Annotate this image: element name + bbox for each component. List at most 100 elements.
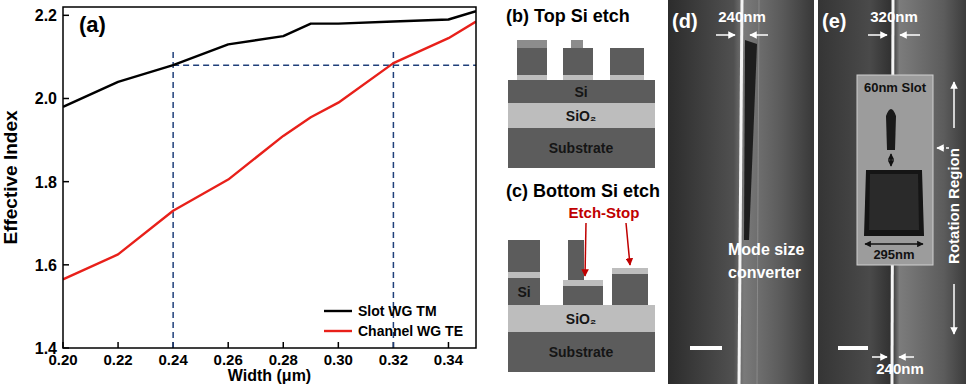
taper-shadow: [744, 40, 757, 240]
oxide-layer: [508, 305, 655, 332]
y-tick-label: 2.0: [35, 90, 57, 107]
layer-label: Substrate: [549, 140, 614, 156]
x-tick: [283, 342, 285, 348]
waveguide-pillar: [610, 48, 644, 75]
oxide-layer: [508, 103, 655, 128]
sem-image: [818, 0, 966, 384]
y-tick: [63, 181, 69, 183]
region-label: Mode size converter: [728, 238, 812, 284]
slot-rail-bottom: [864, 170, 924, 236]
substrate-layer: [508, 332, 655, 372]
inset-frame: [857, 75, 933, 265]
region-arrow: [953, 82, 955, 128]
diagram-title: (c) Bottom Si etch: [506, 181, 660, 201]
waveguide-pillar: [568, 240, 584, 280]
dimension-label: 320nm: [870, 8, 918, 25]
dimension-label: 240nm: [876, 360, 924, 377]
silicon-base: [508, 278, 540, 305]
x-tick: [338, 342, 340, 348]
legend-label: Slot WG TM: [358, 303, 437, 319]
micrograph-d: (d)240nm: [668, 0, 814, 384]
dimension-arrow: [899, 356, 914, 358]
width-arrow: [865, 243, 923, 244]
silicon-base: [612, 274, 648, 305]
waveguide-edge: [757, 0, 759, 384]
dimension-arrow: [872, 356, 887, 358]
layer-label: Si: [574, 84, 587, 100]
waveguide-pillar: [517, 48, 547, 75]
y-tick-label: 2.2: [35, 7, 57, 24]
etch-stop-arrow: [626, 223, 630, 265]
waveguide-pillar: [563, 48, 593, 75]
diagram-b: (b) Top Si etch Substrate SiO₂ Si: [506, 6, 655, 168]
waveguide-pillar: [508, 240, 540, 272]
x-tick: [227, 342, 229, 348]
figure-canvas: 0.200.220.240.260.280.300.320.341.41.61.…: [0, 0, 966, 384]
etch-stop-strip: [517, 75, 547, 80]
series-line: [63, 11, 476, 107]
mask-cap: [517, 40, 547, 48]
x-tick-label: 0.24: [159, 351, 189, 368]
y-tick-label: 1.6: [35, 257, 57, 274]
diagram-c: (c) Bottom Si etch Substrate SiO₂ Si Etch-St…: [506, 181, 660, 372]
slot-rail-face: [869, 174, 919, 230]
legend-swatch: [324, 330, 352, 332]
layer-label: SiO₂: [566, 108, 596, 124]
y-tick: [63, 264, 69, 266]
inset-label: 60nm Slot: [864, 80, 927, 95]
slot-rail-top: [886, 109, 896, 150]
x-tick-label: 0.30: [324, 351, 353, 368]
x-tick-label: 0.26: [214, 351, 243, 368]
plot-frame: [63, 7, 476, 348]
y-tick: [63, 98, 69, 100]
guide-horizontal: [173, 64, 476, 66]
legend: Slot WG TM Channel WG TE: [324, 303, 463, 339]
dimension-arrow: [750, 34, 768, 36]
inset-image: [857, 75, 933, 265]
x-tick-label: 0.22: [103, 351, 132, 368]
scale-bar: [838, 346, 868, 350]
region-label: Rotation Region: [945, 148, 962, 264]
chart-a: 0.200.220.240.260.280.300.320.341.41.61.…: [0, 7, 476, 384]
legend-label: Channel WG TE: [358, 323, 463, 339]
etch-stop-strip: [610, 75, 644, 80]
guide-vertical: [172, 49, 174, 348]
plot-data: [63, 11, 476, 279]
etch-stop-strip: [508, 272, 540, 278]
etch-stop-strip: [563, 280, 603, 286]
inset-label: 295nm: [873, 247, 914, 262]
panel-label: (e): [822, 10, 846, 32]
panel-label: (d): [672, 10, 698, 32]
dimension-arrow: [716, 34, 735, 36]
scale-bar: [690, 346, 722, 350]
waveguide-edge: [739, 0, 742, 384]
dimension-arrow: [900, 34, 920, 36]
panel-label: (a): [79, 12, 106, 37]
etch-stop-strip: [563, 75, 593, 80]
legend-swatch: [324, 310, 352, 312]
x-tick-label: 0.28: [269, 351, 298, 368]
region-arrow: [953, 284, 955, 334]
x-tick: [117, 342, 119, 348]
layer-label: Si: [517, 284, 530, 300]
substrate-layer: [508, 128, 655, 168]
y-tick-label: 1.4: [35, 340, 57, 357]
x-tick: [448, 342, 450, 348]
silicon-base: [563, 286, 603, 305]
etch-stop-strip: [612, 268, 648, 274]
layer-label: Substrate: [549, 344, 614, 360]
slot-arrow: [890, 154, 891, 166]
micrograph-e: 60nm Slot 295nm Rotation Region (e) 320nm 240…: [818, 0, 966, 384]
sem-image: [668, 0, 814, 384]
dimension-arrow: [868, 34, 887, 36]
y-tick: [63, 15, 69, 17]
diagram-title: (b) Top Si etch: [506, 6, 630, 26]
y-axis-label: Effective Index: [0, 110, 21, 245]
x-tick-label: 0.34: [434, 351, 464, 368]
layer-label: SiO₂: [566, 311, 596, 327]
silicon-layer: [508, 80, 655, 103]
x-tick-label: 0.32: [379, 351, 408, 368]
etch-stop-arrow: [585, 223, 586, 276]
x-axis-label: Width (μm): [228, 367, 311, 384]
etch-stop-label: Etch-Stop: [569, 204, 640, 221]
